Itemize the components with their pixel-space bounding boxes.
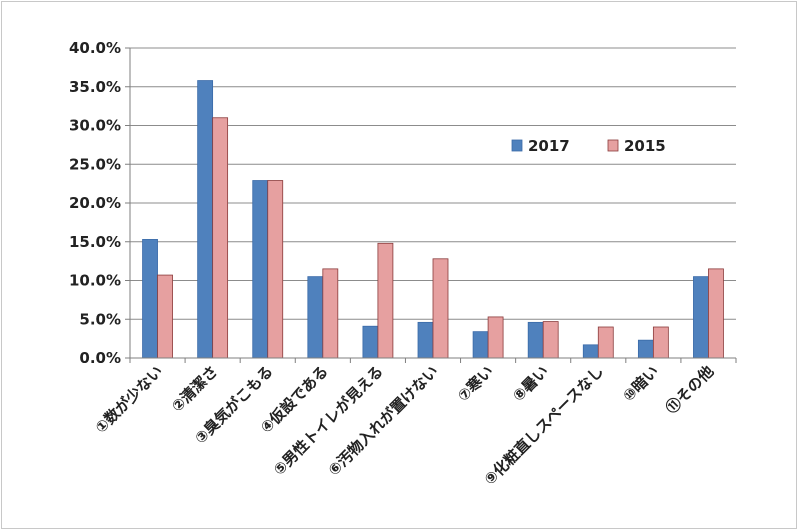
x-category-label: ⑥汚物入れが置けない	[325, 362, 442, 479]
legend-swatch-2015	[607, 139, 619, 152]
x-axis: ①数が少ない ②清潔さ③臭気がこもる④仮設である⑤男性トイレが見える⑥汚物入れが置…	[92, 357, 737, 489]
legend-swatch-2017	[511, 139, 523, 152]
y-axis: 0.0% 5.0% 10.0% 15.0% 20.0% 25.0% 30.0% 35.0% 40…	[69, 39, 131, 367]
legend-label-2017: 2017	[528, 137, 570, 155]
legend-label-2015: 2015	[624, 137, 666, 155]
bar-2017-7	[527, 321, 544, 359]
y-tick-label: 35.0%	[69, 78, 121, 96]
bar-2017-10	[693, 276, 709, 359]
x-category-label: ⑧暑い	[509, 362, 552, 405]
bar-2015-5	[432, 258, 449, 359]
y-tick-label: 20.0%	[69, 194, 121, 212]
bar-2017-8	[582, 344, 599, 359]
bar-2015-10	[708, 268, 724, 359]
y-tick-label: 25.0%	[69, 155, 121, 173]
y-tick-label: 40.0%	[69, 39, 121, 57]
bar-2015-7	[542, 321, 559, 359]
bar-2017-3	[307, 276, 324, 359]
bar-2017-2	[252, 180, 269, 359]
y-tick-label: 0.0%	[79, 349, 121, 367]
bar-2017-9	[637, 339, 654, 359]
bar-2015-6	[487, 316, 504, 359]
legend: 2017 2015	[511, 137, 666, 155]
x-category-label: ⑤男性トイレが見える	[270, 362, 387, 479]
bar-2015-9	[652, 326, 669, 359]
bar-2015-3	[322, 268, 339, 359]
bars	[142, 80, 724, 359]
x-category-label: ①数が少ない	[92, 362, 167, 437]
bar-2017-1	[197, 80, 214, 359]
x-category-label: ⑩暗い	[619, 362, 662, 405]
bar-2015-1	[212, 117, 229, 359]
y-tick-label: 30.0%	[69, 117, 121, 135]
y-tick-label: 5.0%	[79, 310, 121, 328]
bar-2015-2	[267, 180, 284, 359]
bar-2017-0	[142, 239, 158, 359]
bar-2017-6	[472, 331, 489, 359]
y-tick-label: 10.0%	[69, 272, 121, 290]
bar-2017-4	[362, 325, 379, 359]
bar-2017-5	[417, 321, 434, 359]
x-category-label: ②清潔さ	[168, 362, 222, 416]
y-tick-label: 15.0%	[69, 233, 121, 251]
x-category-label: ⑦寒い	[454, 362, 497, 405]
x-category-label: ⑪その他	[662, 362, 717, 417]
bar-2015-0	[157, 274, 173, 359]
bar-2015-8	[597, 326, 614, 359]
bar-2015-4	[377, 242, 394, 359]
